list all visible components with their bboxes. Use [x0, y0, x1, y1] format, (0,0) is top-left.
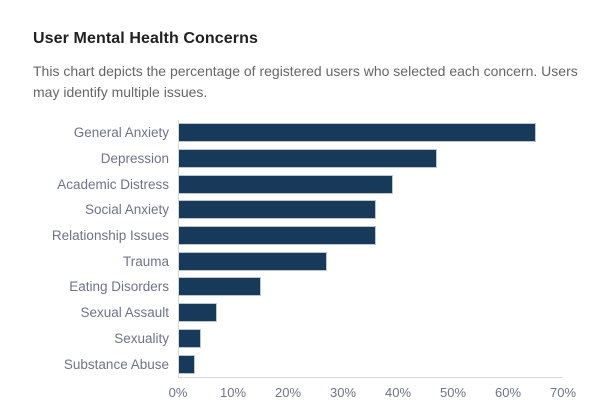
bar-chart: General Anxiety Depression Academic Distre… [33, 120, 581, 404]
x-tick-label: 30% [329, 384, 357, 400]
x-tick-label: 70% [549, 384, 577, 400]
bars-column [178, 120, 563, 378]
category-label: Substance Abuse [63, 356, 169, 372]
chart-plot-area: General Anxiety Depression Academic Distre… [33, 120, 581, 378]
category-label: Sexuality [114, 330, 169, 346]
bar-row [179, 171, 563, 197]
category-label: Depression [100, 151, 169, 167]
bar-row [179, 120, 563, 146]
bar [179, 200, 377, 220]
category-labels-column: General Anxiety Depression Academic Distre… [33, 120, 178, 377]
x-tick-label: 50% [439, 384, 467, 400]
bar [179, 149, 437, 169]
category-label: Trauma [122, 253, 169, 269]
x-tick-label: 0% [168, 384, 188, 400]
x-tick-label: 60% [494, 384, 522, 400]
category-label: Relationship Issues [51, 228, 169, 244]
x-tick-label: 10% [219, 384, 247, 400]
category-label: Sexual Assault [80, 305, 169, 321]
bar-row [179, 248, 563, 274]
bar-row [179, 326, 563, 352]
category-label: General Anxiety [73, 125, 169, 141]
bar [179, 226, 377, 246]
x-tick-label: 20% [274, 384, 302, 400]
bar [179, 328, 201, 348]
bar [179, 303, 218, 323]
bar-row [179, 351, 563, 377]
category-label: Eating Disorders [69, 279, 169, 295]
bar [179, 251, 328, 271]
category-label: Social Anxiety [84, 202, 169, 218]
bar-row [179, 197, 563, 223]
bar-row [179, 300, 563, 326]
bar [179, 123, 536, 143]
bar [179, 277, 262, 297]
bar-row [179, 223, 563, 249]
chart-title: User Mental Health Concerns [33, 30, 258, 47]
chart-subtitle: This chart depicts the percentage of reg… [33, 63, 578, 100]
x-axis: 0% 10% 20% 30% 40% 50% 60% 70% [169, 378, 576, 404]
x-tick-label: 40% [384, 384, 412, 400]
bar [179, 354, 196, 374]
bar-row [179, 146, 563, 172]
bar [179, 174, 393, 194]
category-label: Academic Distress [57, 176, 169, 192]
bar-row [179, 274, 563, 300]
